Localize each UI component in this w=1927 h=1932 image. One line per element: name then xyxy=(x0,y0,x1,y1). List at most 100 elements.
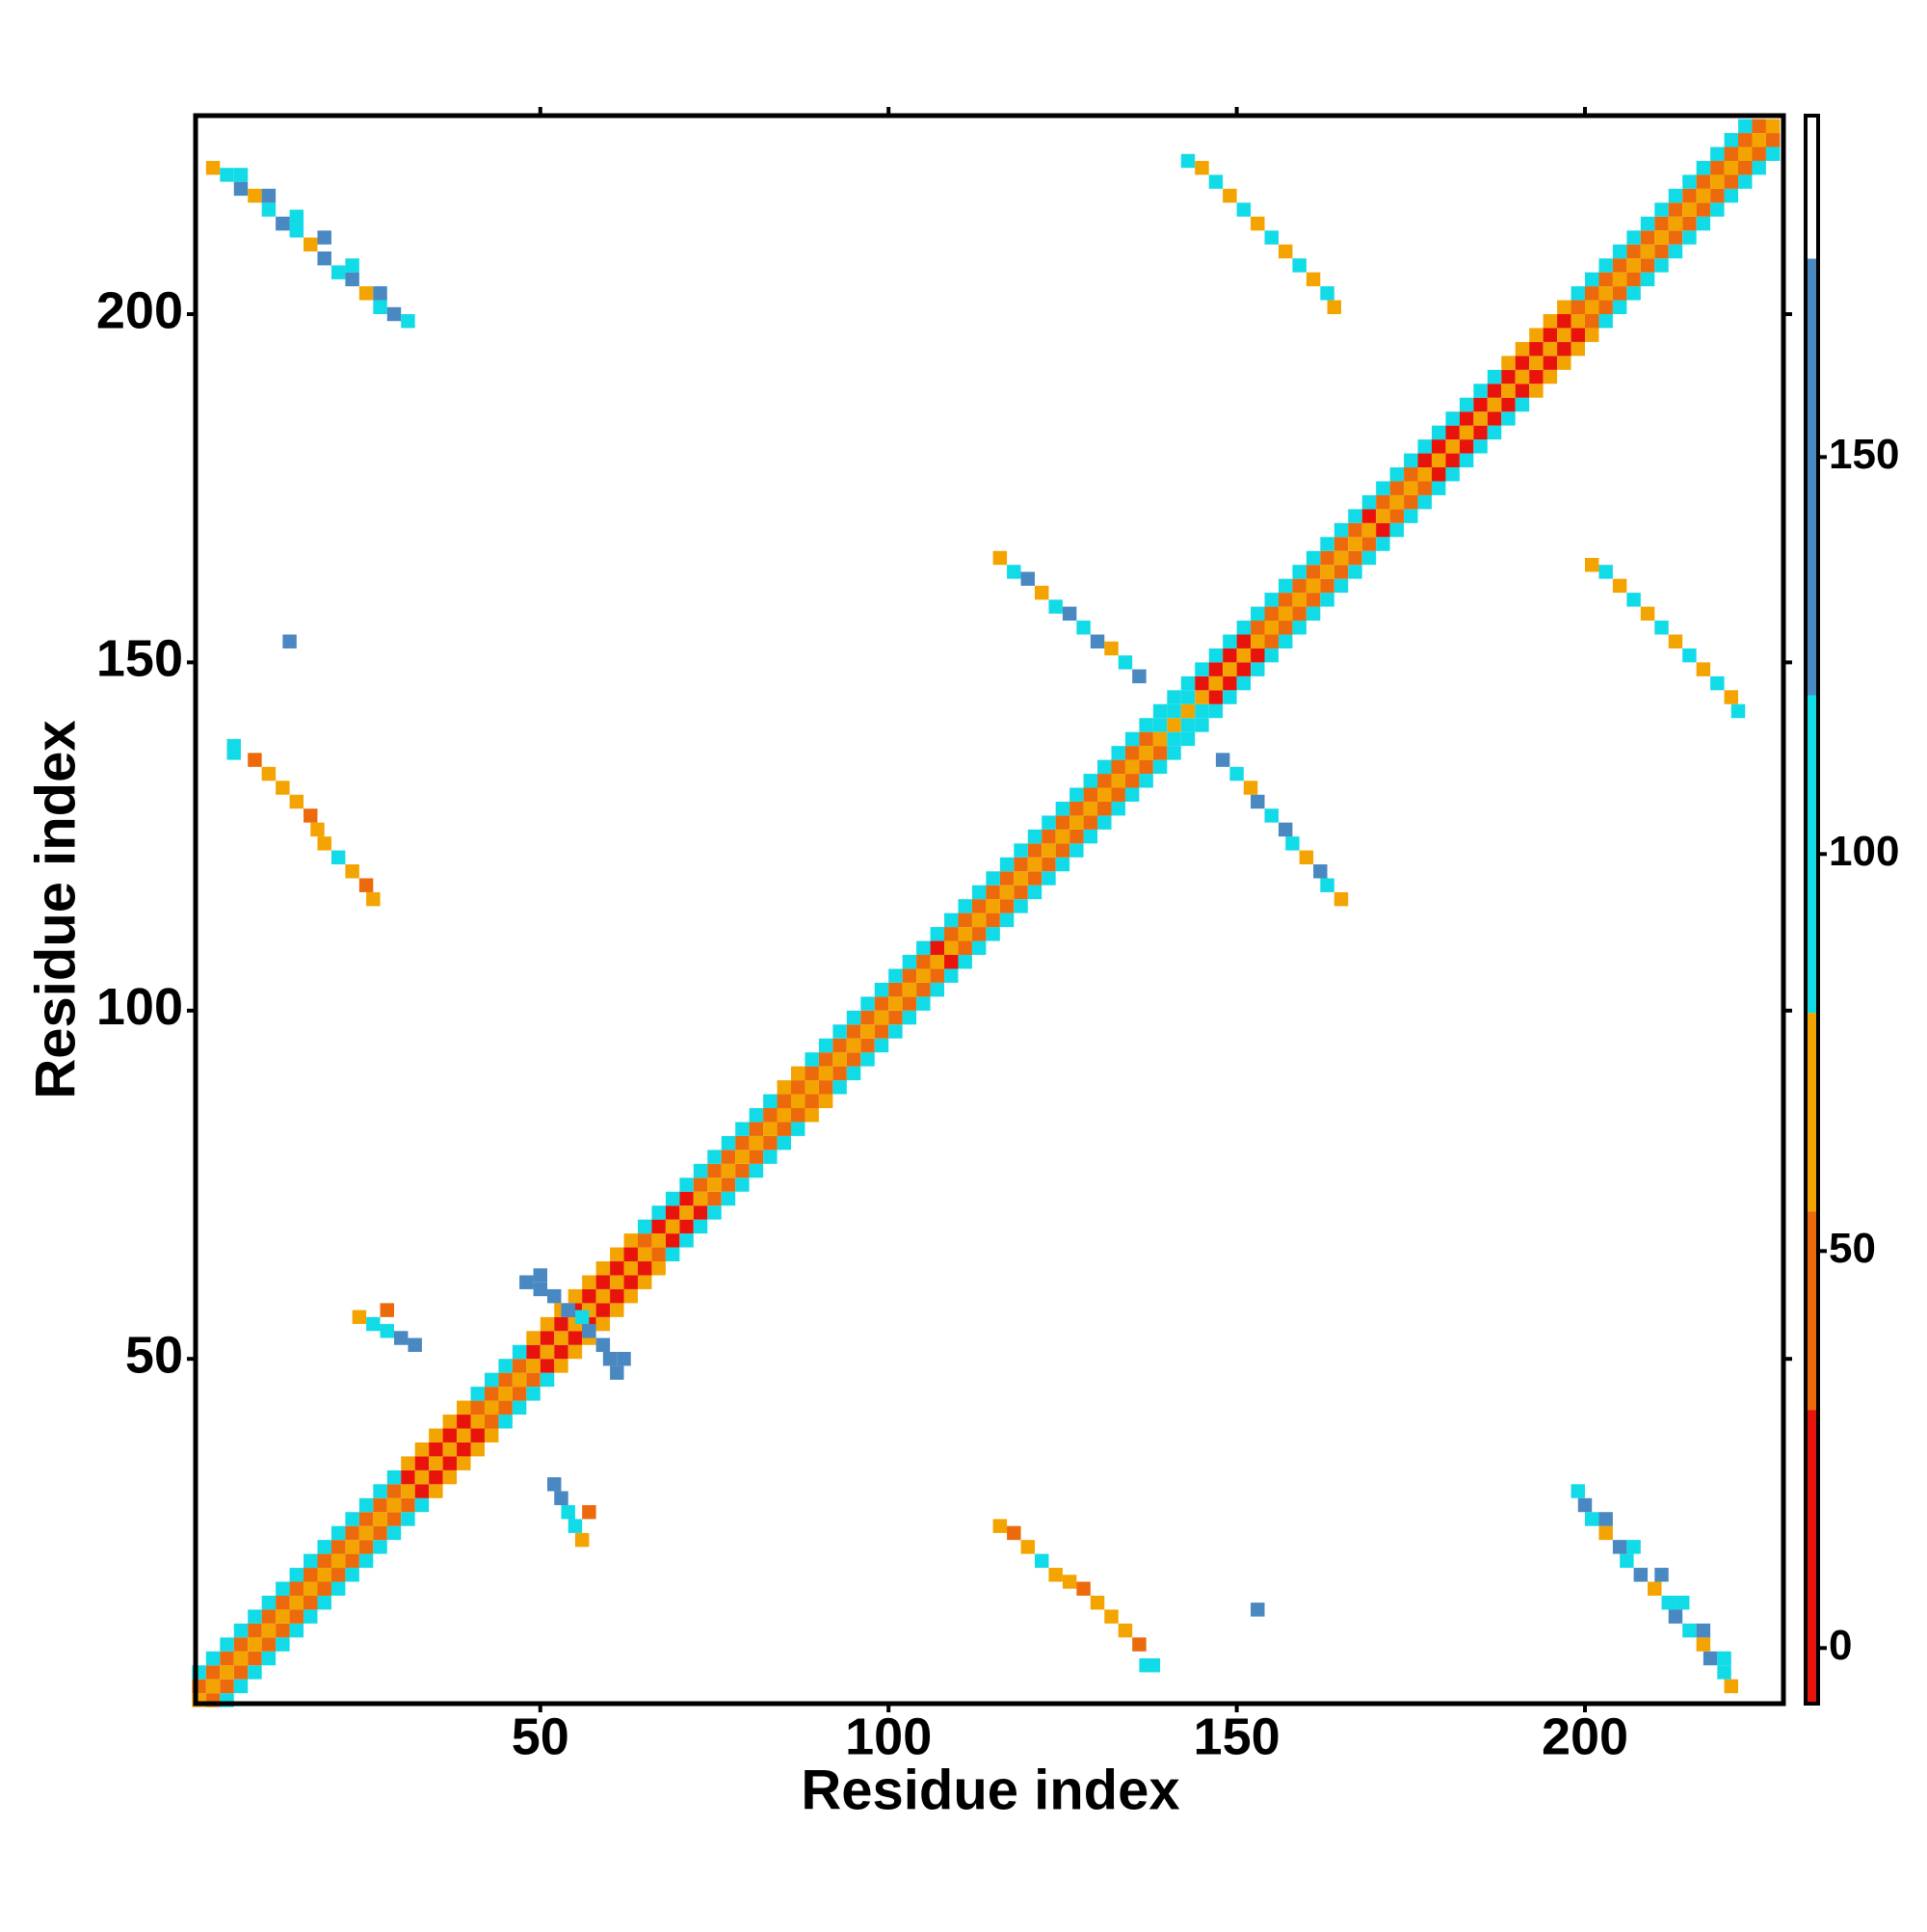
heatmap-cell xyxy=(526,1387,541,1401)
heatmap-cell xyxy=(498,1359,513,1373)
heatmap-cell xyxy=(1208,703,1224,719)
heatmap-cell xyxy=(457,1428,471,1442)
heatmap-cell xyxy=(610,1303,624,1317)
heatmap-cell xyxy=(1118,1623,1133,1638)
heatmap-cell xyxy=(1208,690,1224,704)
heatmap-cell xyxy=(1612,286,1627,301)
heatmap-cell xyxy=(1055,857,1070,872)
heatmap-cell xyxy=(1251,1602,1265,1617)
heatmap-cell xyxy=(1765,146,1781,161)
heatmap-cell xyxy=(386,1525,402,1541)
heatmap-cell xyxy=(1668,244,1683,259)
heatmap-cell xyxy=(317,230,331,245)
heatmap-cell xyxy=(533,1282,548,1297)
heatmap-cell xyxy=(457,1415,471,1429)
heatmap-cell xyxy=(1076,1581,1091,1596)
heatmap-cell xyxy=(1124,746,1140,760)
heatmap-cell xyxy=(1696,174,1711,189)
colorbar-bin xyxy=(1806,1410,1818,1704)
heatmap-cell xyxy=(1048,1568,1063,1582)
heatmap-cell xyxy=(1710,188,1725,203)
heatmap-cell xyxy=(561,1303,575,1317)
heatmap-cell xyxy=(1633,1568,1649,1582)
heatmap-cell xyxy=(846,1052,861,1067)
heatmap-cell xyxy=(1571,300,1585,314)
heatmap-cell xyxy=(986,899,1000,913)
heatmap-cell xyxy=(721,1163,736,1178)
heatmap-cell xyxy=(1313,864,1328,879)
heatmap-cell xyxy=(971,899,987,913)
heatmap-cell xyxy=(1264,621,1279,635)
heatmap-cell xyxy=(791,1108,805,1123)
heatmap-cell xyxy=(1124,787,1140,802)
heatmap-cell xyxy=(1014,857,1028,872)
heatmap-cell xyxy=(442,1415,458,1429)
heatmap-cell xyxy=(1389,494,1405,510)
heatmap-cell xyxy=(1529,384,1544,398)
heatmap-cell xyxy=(1529,356,1544,370)
heatmap-cell xyxy=(1765,133,1781,147)
heatmap-cell xyxy=(304,808,318,823)
heatmap-cell xyxy=(1195,690,1209,704)
heatmap-cell xyxy=(276,781,290,795)
heatmap-cell xyxy=(1612,300,1627,314)
heatmap-cell xyxy=(1696,1623,1711,1638)
heatmap-cell xyxy=(1543,356,1558,370)
colorbar-tick-label: 50 xyxy=(1829,1225,1876,1272)
heatmap-cell xyxy=(1180,153,1196,169)
heatmap-cell xyxy=(1640,258,1655,273)
heatmap-cell xyxy=(902,968,917,983)
heatmap-cell xyxy=(693,1205,708,1220)
heatmap-cell xyxy=(1459,425,1474,440)
heatmap-cell xyxy=(401,1484,415,1498)
heatmap-cell xyxy=(554,1344,568,1360)
heatmap-cell xyxy=(637,1233,652,1248)
heatmap-cell xyxy=(1445,439,1460,454)
heatmap-cell xyxy=(874,996,889,1011)
heatmap-cell xyxy=(888,996,903,1011)
heatmap-cell xyxy=(401,1512,415,1526)
heatmap-cell xyxy=(1417,481,1432,495)
heatmap-cell xyxy=(1251,621,1265,635)
heatmap-cell xyxy=(1501,369,1516,384)
heatmap-cell xyxy=(1292,606,1307,622)
heatmap-cell xyxy=(679,1191,694,1206)
heatmap-cell xyxy=(442,1469,458,1485)
heatmap-cell xyxy=(1007,1525,1021,1541)
heatmap-cell xyxy=(1585,300,1599,314)
heatmap-cell xyxy=(1445,453,1460,468)
heatmap-cell xyxy=(902,954,917,969)
heatmap-cell xyxy=(1223,634,1237,648)
colorbar-bin xyxy=(1806,116,1818,259)
heatmap-cell xyxy=(1431,425,1446,440)
heatmap-cell xyxy=(1404,467,1418,482)
heatmap-cell xyxy=(1612,258,1627,273)
heatmap-cell xyxy=(276,1595,290,1610)
heatmap-cell xyxy=(971,913,987,928)
heatmap-cell xyxy=(1264,606,1279,622)
heatmap-cell xyxy=(1069,815,1084,830)
heatmap-cell xyxy=(1333,522,1349,538)
heatmap-cell xyxy=(1571,328,1585,342)
heatmap-cell xyxy=(958,954,972,969)
heatmap-cell xyxy=(679,1233,694,1248)
heatmap-cell xyxy=(345,272,359,287)
heatmap-cell xyxy=(860,1052,875,1067)
heatmap-cell xyxy=(1285,836,1300,851)
heatmap-cell xyxy=(637,1261,652,1276)
heatmap-cell xyxy=(693,1219,708,1234)
heatmap-cell xyxy=(1710,675,1725,691)
heatmap-cell xyxy=(721,1150,736,1164)
heatmap-cell xyxy=(1320,286,1334,301)
heatmap-cell xyxy=(1062,606,1077,622)
heatmap-cell xyxy=(805,1094,819,1108)
heatmap-cell xyxy=(373,1497,387,1513)
heatmap-cell xyxy=(1132,669,1147,684)
heatmap-cell xyxy=(1404,481,1418,495)
heatmap-cell xyxy=(540,1331,555,1345)
heatmap-cell xyxy=(1292,621,1307,635)
heatmap-cell xyxy=(1682,648,1697,663)
heatmap-cell xyxy=(1696,160,1711,175)
heatmap-cell xyxy=(1585,328,1599,342)
heatmap-cell xyxy=(484,1400,499,1416)
